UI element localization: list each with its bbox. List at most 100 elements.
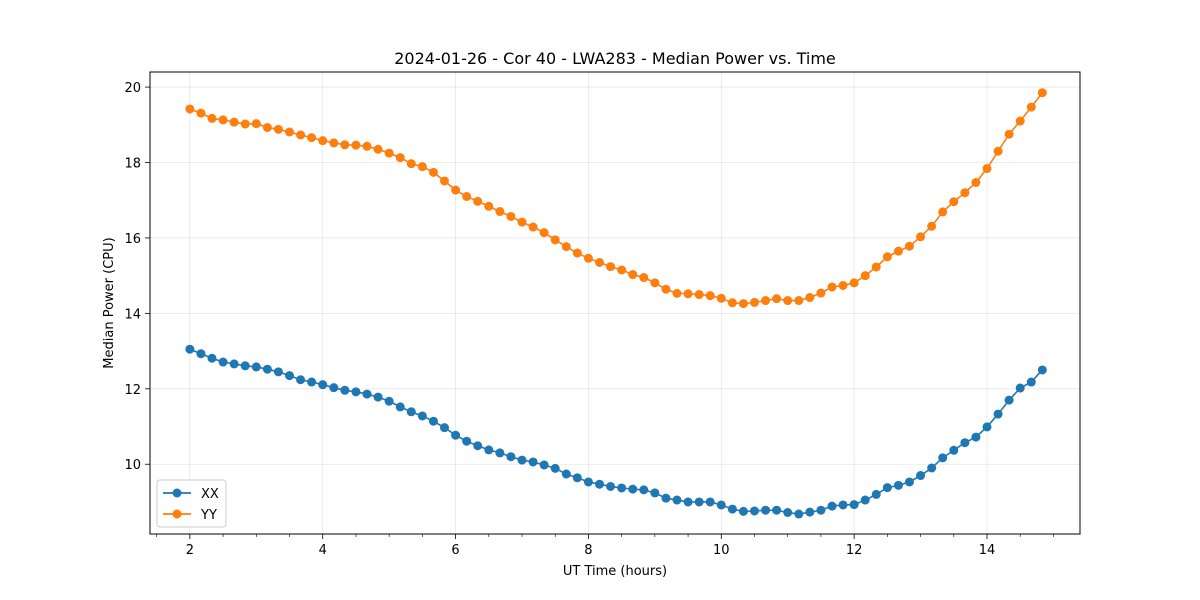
data-point-yy: [329, 138, 339, 148]
x-tick-label: 14: [979, 543, 996, 558]
data-point-xx: [451, 430, 461, 440]
data-point-xx: [871, 489, 881, 499]
data-point-xx: [761, 505, 771, 515]
data-point-xx: [827, 501, 837, 511]
x-tick-label: 4: [319, 543, 327, 558]
data-point-xx: [439, 423, 449, 433]
data-point-yy: [561, 242, 571, 252]
data-point-xx: [849, 500, 859, 510]
data-point-yy: [506, 211, 516, 221]
data-point-yy: [993, 146, 1003, 156]
data-point-xx: [661, 493, 671, 503]
data-point-xx: [285, 371, 294, 381]
data-point-yy: [307, 133, 317, 143]
data-point-yy: [794, 296, 804, 306]
data-point-xx: [572, 473, 582, 483]
data-point-yy: [495, 207, 505, 217]
data-point-yy: [716, 293, 726, 303]
data-point-yy: [207, 113, 217, 123]
data-point-yy: [750, 297, 759, 307]
data-point-yy: [938, 207, 948, 217]
data-point-xx: [904, 477, 914, 487]
data-point-xx: [373, 392, 383, 402]
chart-title: 2024-01-26 - Cor 40 - LWA283 - Median Po…: [394, 49, 836, 68]
data-point-yy: [428, 167, 438, 177]
data-point-yy: [362, 141, 372, 151]
legend-label-xx: XX: [201, 487, 219, 502]
legend-marker-xx: [172, 488, 182, 498]
data-point-xx: [794, 509, 804, 519]
data-point-xx: [207, 353, 217, 363]
data-point-yy: [1037, 88, 1047, 98]
y-tick-label: 10: [124, 458, 141, 473]
data-point-xx: [196, 349, 206, 359]
data-point-xx: [583, 477, 593, 487]
data-point-yy: [838, 280, 848, 290]
data-point-yy: [849, 278, 859, 288]
data-point-yy: [1026, 102, 1036, 112]
y-tick-label: 20: [124, 81, 141, 96]
data-point-xx: [329, 383, 339, 393]
data-point-xx: [1037, 365, 1047, 375]
data-point-xx: [716, 500, 726, 510]
data-point-yy: [1004, 129, 1014, 139]
data-point-yy: [639, 273, 649, 283]
data-point-xx: [462, 436, 472, 446]
data-point-xx: [606, 481, 616, 491]
y-tick-label: 16: [124, 232, 141, 247]
data-point-xx: [362, 389, 372, 399]
data-point-xx: [683, 497, 693, 507]
grid: [150, 72, 1080, 534]
data-point-xx: [650, 488, 660, 498]
data-point-yy: [395, 153, 405, 163]
data-point-xx: [727, 504, 737, 514]
data-point-yy: [583, 253, 593, 263]
data-point-yy: [296, 130, 306, 140]
data-point-xx: [938, 453, 948, 463]
y-tick-label: 18: [124, 157, 141, 172]
data-point-yy: [218, 115, 228, 125]
data-point-yy: [683, 289, 693, 299]
data-point-xx: [882, 483, 892, 493]
data-point-xx: [417, 411, 427, 421]
data-point-yy: [517, 217, 527, 227]
data-point-xx: [395, 402, 405, 412]
data-point-xx: [484, 445, 494, 455]
data-point-xx: [617, 483, 627, 493]
data-point-xx: [262, 364, 272, 374]
data-point-yy: [572, 248, 582, 258]
data-point-xx: [528, 457, 538, 467]
data-point-yy: [340, 140, 350, 150]
data-point-yy: [783, 296, 793, 306]
data-series: [185, 88, 1047, 519]
x-axis-label: UT Time (hours): [563, 564, 667, 579]
data-point-yy: [672, 288, 682, 298]
data-point-yy: [971, 178, 981, 187]
data-point-yy: [694, 290, 704, 300]
data-point-yy: [473, 196, 483, 206]
data-point-yy: [1015, 116, 1025, 126]
data-point-xx: [251, 362, 261, 372]
data-point-yy: [462, 191, 472, 201]
data-point-xx: [772, 505, 782, 515]
data-point-xx: [561, 469, 571, 479]
data-point-xx: [473, 441, 483, 451]
data-point-yy: [816, 288, 826, 298]
data-point-xx: [639, 485, 649, 495]
data-point-yy: [439, 176, 449, 186]
data-point-xx: [927, 463, 937, 473]
data-point-xx: [738, 506, 748, 516]
axis-ticks: 2 4 6 8 10 12 14 10 12 14 16 18 20: [124, 81, 1054, 558]
data-point-xx: [229, 359, 239, 369]
data-point-yy: [595, 257, 605, 267]
data-point-yy: [705, 291, 715, 301]
x-tick-label: 10: [713, 543, 730, 558]
data-point-xx: [296, 375, 306, 385]
data-point-yy: [285, 127, 294, 137]
data-point-yy: [384, 148, 394, 158]
data-point-xx: [539, 460, 549, 470]
data-point-xx: [783, 508, 793, 517]
data-point-yy: [373, 144, 383, 154]
data-point-xx: [351, 387, 361, 397]
data-point-xx: [993, 409, 1003, 419]
